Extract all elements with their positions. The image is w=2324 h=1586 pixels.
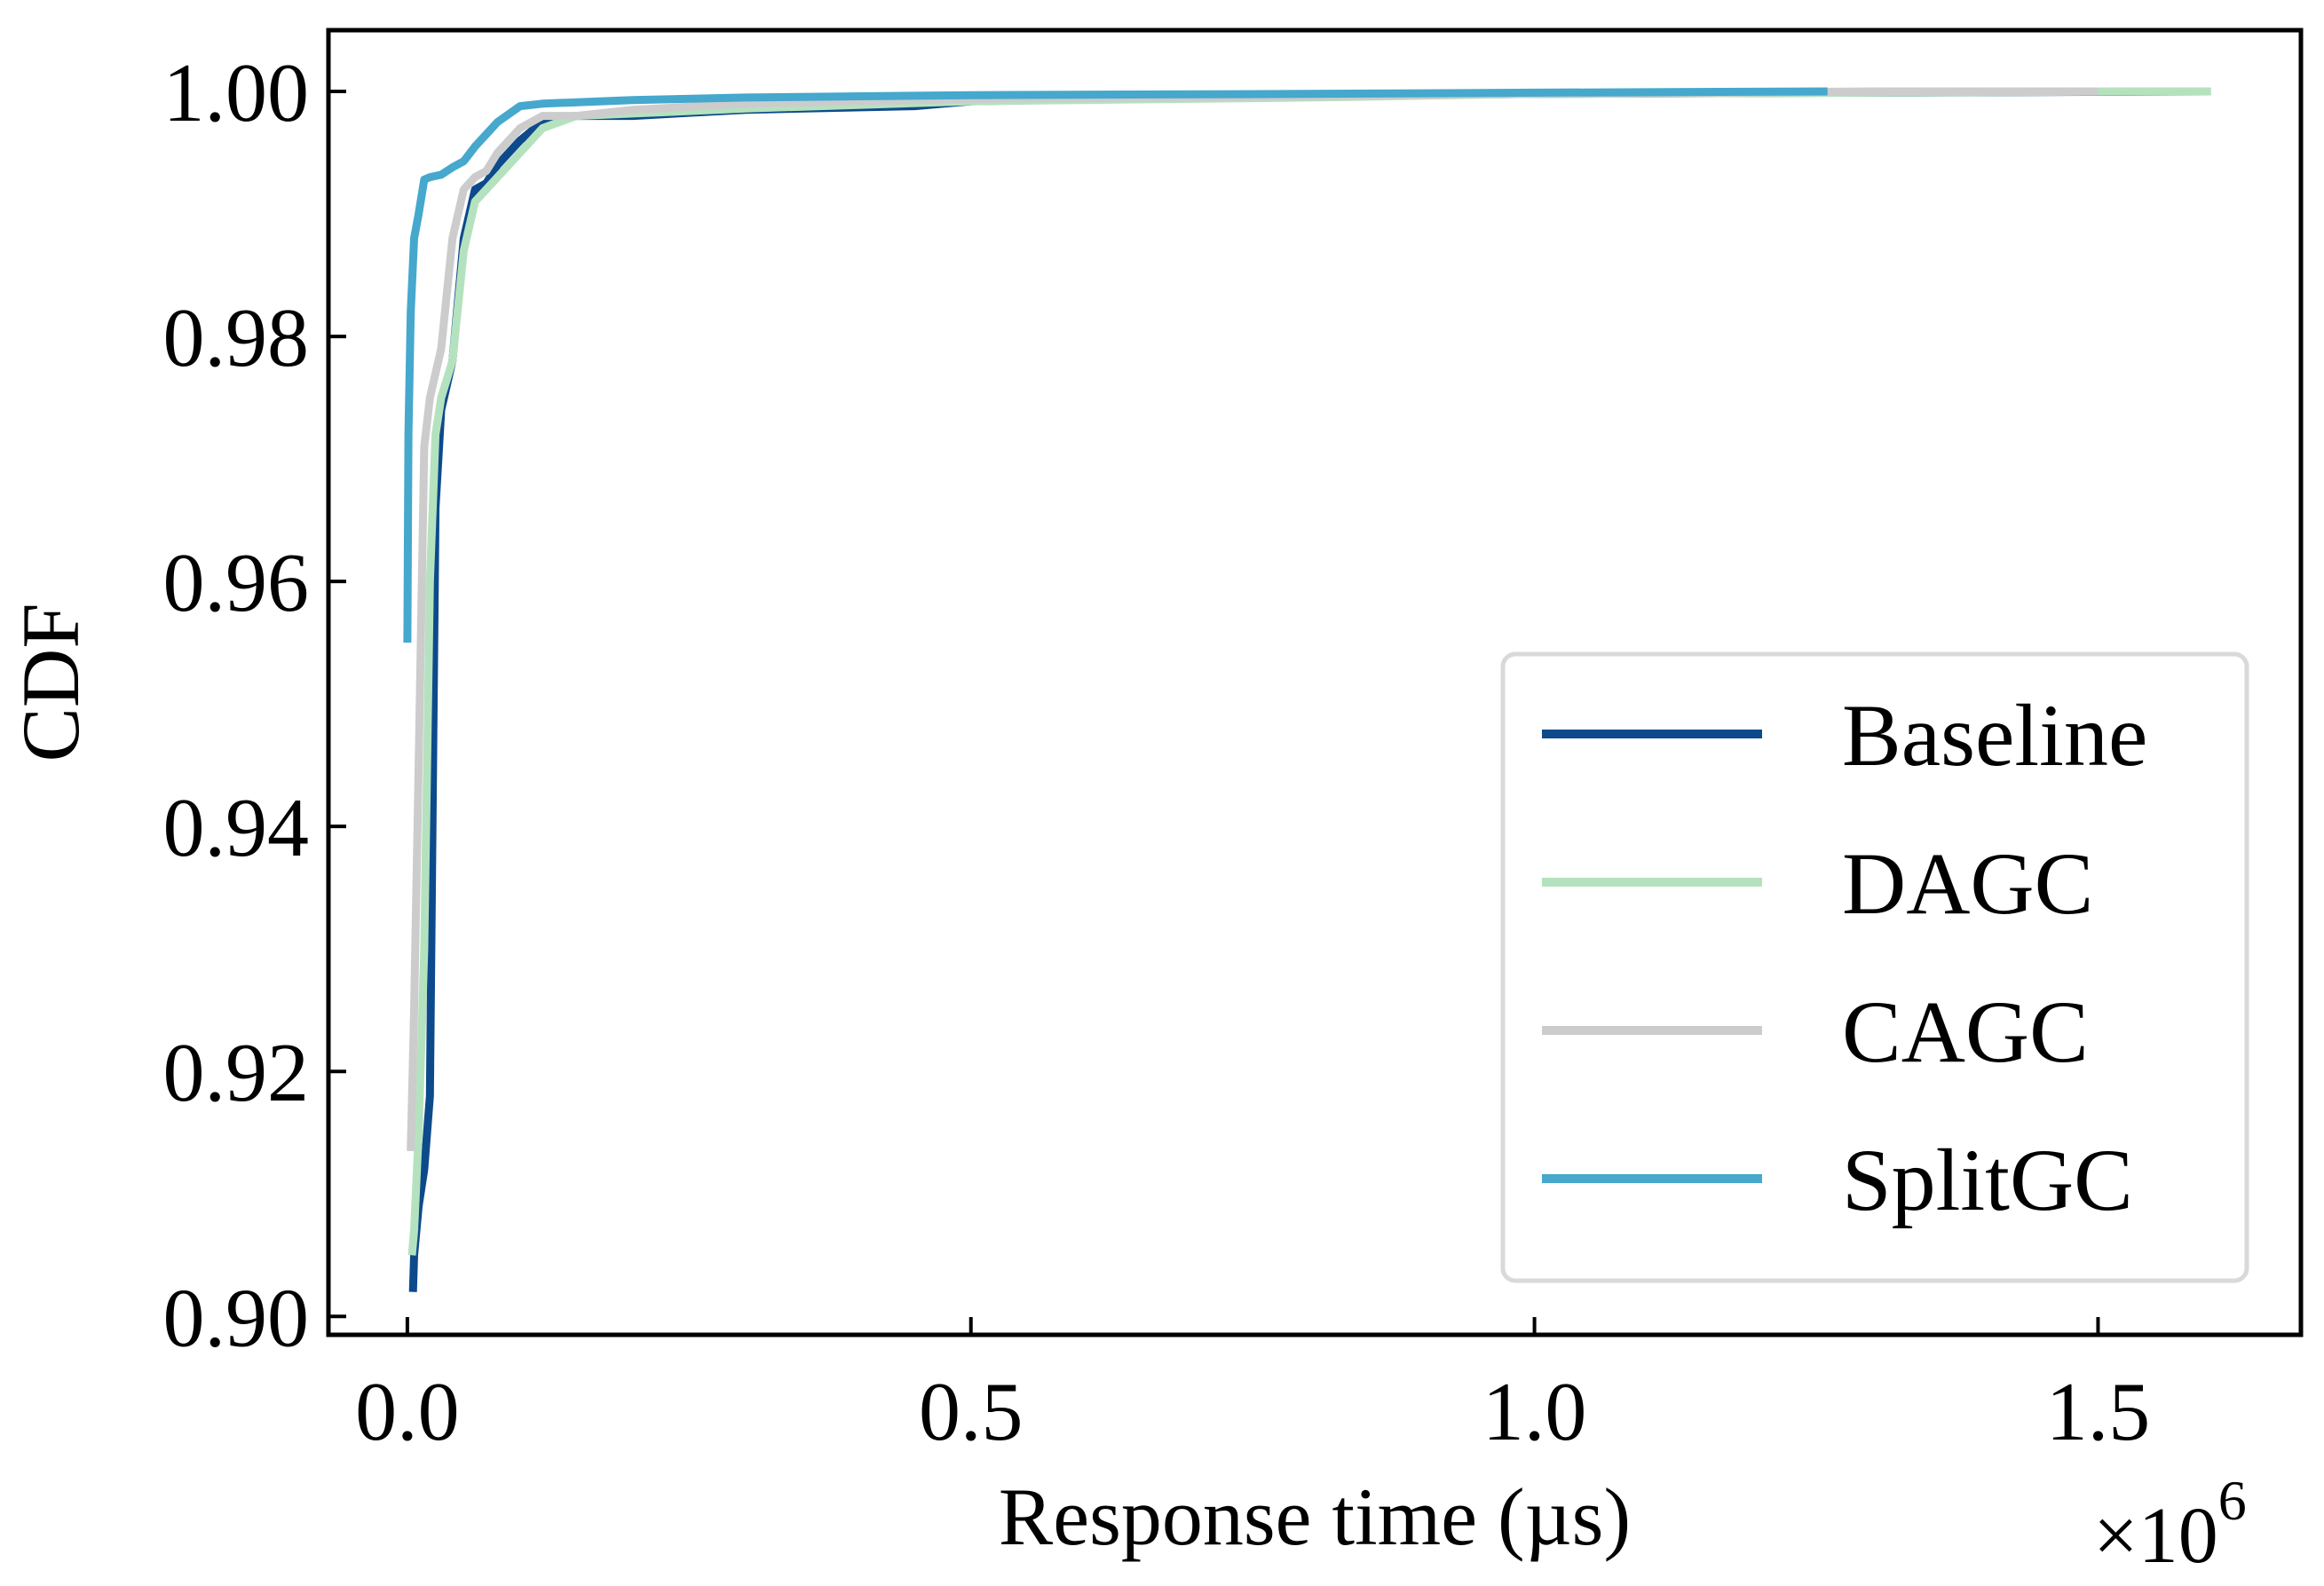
x-axis: 0.0 0.5 1.0 1.5 bbox=[355, 1317, 2150, 1458]
y-tick-label: 0.92 bbox=[163, 1027, 310, 1119]
legend-label-baseline: Baseline bbox=[1842, 686, 2147, 785]
series-line-splitgc bbox=[403, 87, 1828, 643]
x-axis-multiplier: ×106 bbox=[2093, 1469, 2247, 1580]
y-tick-label: 0.94 bbox=[163, 782, 310, 874]
y-axis: 0.90 0.92 0.94 0.96 0.98 1.00 bbox=[163, 47, 346, 1364]
legend-label-splitgc: SplitGC bbox=[1842, 1131, 2133, 1229]
series-layer bbox=[403, 87, 2211, 1292]
legend-label-dagc: DAGC bbox=[1842, 834, 2093, 933]
x-tick-label: 1.0 bbox=[1482, 1366, 1587, 1458]
y-axis-title: CDF bbox=[5, 604, 96, 762]
legend-box bbox=[1500, 651, 2249, 1283]
x-tick-label: 0.0 bbox=[355, 1366, 460, 1458]
x-axis-title: Response time (µs) bbox=[999, 1472, 1631, 1562]
legend-label-cagc: CAGC bbox=[1842, 982, 2089, 1081]
x-tick-label: 1.5 bbox=[2046, 1366, 2151, 1458]
x-multiplier-exponent: 6 bbox=[2218, 1469, 2247, 1532]
plot-frame bbox=[326, 28, 2304, 1337]
x-multiplier-base: ×10 bbox=[2093, 1492, 2218, 1580]
y-tick-label: 0.98 bbox=[163, 292, 310, 384]
y-tick-label: 0.90 bbox=[163, 1272, 310, 1364]
y-tick-label: 0.96 bbox=[163, 537, 310, 629]
legend: Baseline DAGC CAGC SplitGC bbox=[1500, 651, 2249, 1283]
y-tick-label: 1.00 bbox=[163, 47, 310, 139]
x-tick-label: 0.5 bbox=[919, 1366, 1024, 1458]
